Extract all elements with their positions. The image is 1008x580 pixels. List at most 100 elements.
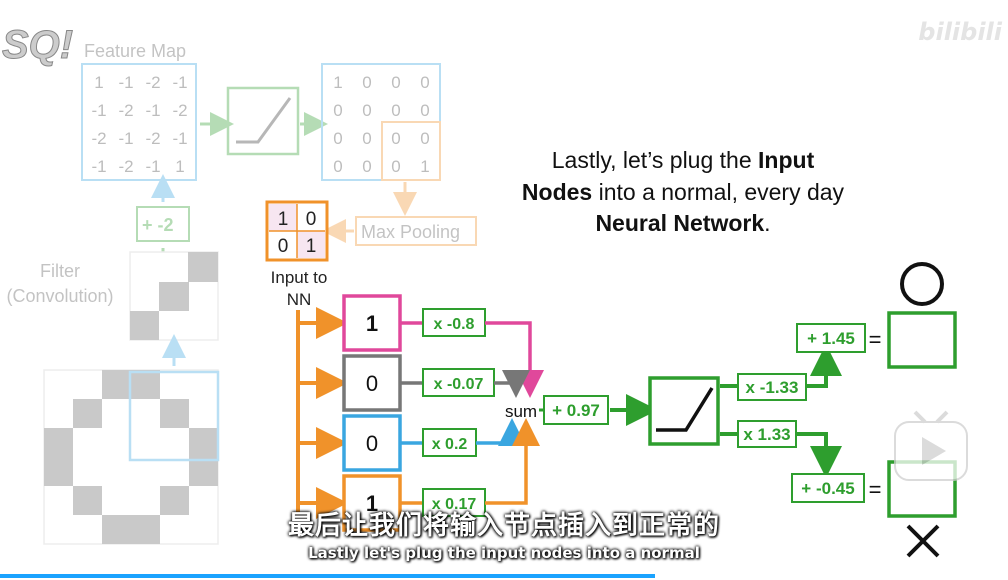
feature-map-cell: -2 (91, 129, 106, 148)
weight-label: x 0.17 (432, 496, 477, 513)
equals-2: = (869, 477, 882, 502)
output-bias-1: + 1.45 (807, 329, 855, 348)
filter-kernel (129, 251, 219, 341)
input-node-value: 0 (366, 431, 378, 456)
subtitle-english: Lastly let's plug the input nodes into a… (308, 544, 700, 562)
feature-map-cell: -2 (145, 73, 160, 92)
feature-map-grid (81, 63, 197, 181)
input-matrix-cell: 0 (278, 236, 289, 257)
image-pixel (44, 457, 73, 486)
output-node-o (887, 311, 957, 369)
filter-bias-label: + -2 (142, 215, 174, 235)
image-pixel (160, 399, 189, 428)
input-matrix-cell: 1 (278, 209, 289, 230)
output-weight-2: x 1.33 (743, 425, 790, 444)
output-connections (720, 344, 842, 478)
feature-map-cell: -1 (91, 157, 106, 176)
filter-label-line2: (Convolution) (6, 286, 113, 306)
faded-cnn-section: Feature Map 1 -1 -2 -1-1 -2 -1 -2-2 -1 -2 -1-1 -2-… (6, 41, 477, 545)
image-pixel (102, 515, 131, 544)
input-to-nn-line1: Input to (271, 268, 328, 287)
weight-box (422, 428, 477, 457)
input-node (342, 354, 402, 412)
feature-map-cell: -1 (118, 129, 133, 148)
input-to-nn-line2: NN (287, 290, 312, 309)
output-weight-1: x -1.33 (746, 378, 799, 397)
image-pixel (189, 457, 218, 486)
svg-text:Lastly, let’s plug the Input: Lastly, let’s plug the Input (552, 147, 815, 173)
pooled-map-cell: 0 (391, 157, 400, 176)
weight-box (422, 488, 486, 517)
weight-label: x 0.2 (432, 436, 468, 453)
input-matrix-cell: 0 (306, 209, 317, 230)
output-bias-box-2 (791, 473, 865, 503)
input-matrix: 1 0 0 1 (265, 200, 329, 262)
image-pixel (131, 370, 160, 399)
image-pixel (44, 428, 73, 457)
pooled-map-values: 1 0 0 0 0 0 0 0 0 0 0 0 0 0 0 1 (333, 73, 429, 176)
convolution-window (128, 370, 220, 462)
svg-text:Nodes into a normal, every day: Nodes into a normal, every day (522, 179, 845, 205)
feature-map-cell: -1 (145, 101, 160, 120)
image-pixel (73, 399, 102, 428)
pooled-map-cell: 0 (362, 73, 371, 92)
output-bias-box-1 (796, 323, 866, 353)
feature-map-cell: -2 (118, 101, 133, 120)
weight-label: x -0.8 (434, 316, 475, 333)
pooled-map-cell: 0 (333, 157, 342, 176)
o-shape-icon (900, 262, 944, 306)
bilibili-watermark: bilibili (918, 18, 1002, 46)
play-icon[interactable] (894, 410, 968, 481)
pooled-map-cell: 0 (420, 101, 429, 120)
x-shape-icon (906, 524, 940, 558)
output-weight-box-2 (737, 420, 797, 448)
connection-to-sum (485, 418, 540, 505)
output-weight-box-1 (737, 373, 807, 401)
feature-map-cell: -1 (172, 129, 187, 148)
feature-map-cell: 1 (175, 157, 184, 176)
pooled-map-cell: 0 (333, 129, 342, 148)
weight-label: x -0.07 (434, 376, 484, 393)
input-node (342, 474, 402, 532)
input-node-value: 0 (366, 371, 378, 396)
input-node (342, 414, 402, 472)
feature-map-cell: -1 (91, 101, 106, 120)
logo: SQ! (2, 23, 74, 68)
feature-map-cell: -1 (118, 73, 133, 92)
feature-map-cell: 1 (94, 73, 103, 92)
pooled-map-cell: 0 (333, 101, 342, 120)
sum-label: sum (505, 402, 537, 421)
heading: Lastly, let’s plug the Input Nodes into … (522, 147, 845, 236)
relu-curve (656, 387, 714, 432)
image-pixel (189, 428, 218, 457)
weight-box (422, 368, 495, 397)
feature-map-label: Feature Map (84, 41, 186, 61)
pooling-window (381, 121, 441, 181)
pooled-map-cell: 0 (362, 101, 371, 120)
max-pooling-box (355, 216, 477, 246)
svg-text:SQ!: SQ! (2, 23, 73, 67)
pooled-map-cell: 0 (362, 129, 371, 148)
input-node-value: 1 (366, 491, 378, 516)
input-image (43, 369, 220, 545)
pooled-map-cell: 0 (391, 101, 400, 120)
input-matrix-cell: 1 (306, 236, 317, 257)
image-pixel (160, 486, 189, 515)
image-pixel (73, 486, 102, 515)
pooled-map-cell: 0 (420, 129, 429, 148)
subtitle-chinese: 最后让我们将输入节点插入到正常的 (287, 511, 720, 541)
feature-map-cell: -1 (145, 157, 160, 176)
connection-to-sum (494, 370, 530, 398)
feature-map-values: 1 -1 -2 -1 -1 -2 -1 -2 -2 -1 -2 -1 -1 -2 -1 1 (91, 73, 187, 176)
relu-box-faded (226, 86, 300, 156)
input-node-value: 1 (366, 311, 378, 336)
max-pooling-label: Max Pooling (361, 222, 460, 242)
playback-progress-bar[interactable] (0, 574, 656, 578)
pooled-map-cell: 0 (391, 129, 400, 148)
pooled-map-grid (321, 63, 441, 181)
connection-to-sum (476, 418, 526, 446)
feature-map-cell: -2 (145, 129, 160, 148)
relu-activation-box (648, 376, 720, 446)
feature-map-cell: -2 (118, 157, 133, 176)
pooled-map-cell: 0 (362, 157, 371, 176)
